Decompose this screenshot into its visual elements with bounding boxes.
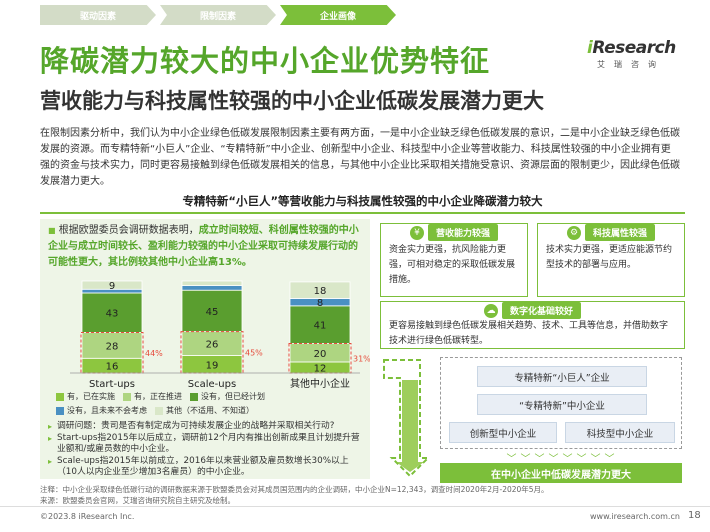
logo-i: i xyxy=(587,38,593,58)
top-nav: 驱动因素 限制因素 企业画像 xyxy=(40,5,400,25)
bar-value-label: 9 xyxy=(109,281,115,292)
legend-label: 没有，但已经计划 xyxy=(201,392,265,401)
section-title: 专精特新“小巨人”等营收能力与科技属性较强的中小企业降碳潜力较大 xyxy=(182,194,543,208)
bar-value-label: 12 xyxy=(314,363,327,374)
annotation-label: 45% xyxy=(245,348,263,357)
legend-label: 没有，且未来不会考虑 xyxy=(67,406,147,415)
page-subtitle: 营收能力与科技属性较强的中小企业低碳发展潜力更大 xyxy=(40,89,544,113)
tab-enterprise-profile[interactable]: 企业画像 xyxy=(280,5,396,25)
card-revenue-label: 营收能力较强 xyxy=(427,224,498,241)
legend-swatch xyxy=(56,406,64,415)
legend-item: 其他（不适用、不知道） xyxy=(155,405,254,416)
chart-notes: 调研问题：贵司是否有制定成为可持续发展企业的战略并采取相关行动? Start-u… xyxy=(48,421,366,479)
bar-value-label: 26 xyxy=(206,340,219,351)
lead-text: ■ 根据欧盟委员会调研数据表明，成立时间较短、科创属性较强的中小企业与成立时间较… xyxy=(48,223,366,271)
note-item: Start-ups指2015年以后成立，调研前12个月内有推出创新成果且计划提升… xyxy=(48,433,366,456)
left-panel: ■ 根据欧盟委员会调研数据表明，成立时间较短、科创属性较强的中小企业与成立时间较… xyxy=(40,219,370,479)
tag-tech: 科技型中小企业 xyxy=(565,422,675,443)
bar-value-label: 19 xyxy=(206,360,219,371)
card-revenue: ¥ 营收能力较强 资金实力更强，抗风险能力更强，可相对稳定的采取低碳发展措施。 xyxy=(380,223,528,297)
highlight-bracket xyxy=(80,332,144,374)
logo-text: Research xyxy=(592,38,676,58)
legend-label: 有，已在实施 xyxy=(67,392,115,401)
bar-value-label: 41 xyxy=(314,321,327,332)
tag-innovative: 创新型中小企业 xyxy=(449,422,557,443)
annotation-label: 31% xyxy=(353,354,370,363)
bar-value-label: 18 xyxy=(314,286,327,297)
lead-normal: 根据欧盟委员会调研数据表明， xyxy=(58,225,199,236)
page-number: 18 xyxy=(688,510,701,521)
legend-swatch xyxy=(56,392,64,401)
section-divider xyxy=(40,212,685,214)
footnote: 注释：中小企业采取绿色低碳行动的调研数据来源于欧盟委员会对其成员国范围内的企业调… xyxy=(40,485,549,505)
bar-segment xyxy=(181,280,243,286)
card-digital-label: 数字化基础较好 xyxy=(501,302,581,319)
stacked-bar-chart: 16 28 43 9 44% Start-ups 19 26 45 45% Scale-ups 12 2… xyxy=(70,280,370,390)
bar-value-label: 20 xyxy=(314,349,327,360)
tab-drivers[interactable]: 驱动因素 xyxy=(40,5,156,25)
bar-segment xyxy=(181,285,243,291)
yen-icon: ¥ xyxy=(409,225,424,240)
page-title: 降碳潜力较大的中小企业优势特征 xyxy=(40,44,491,78)
card-digital-text: 更容易接触到绿色低碳发展相关趋势、技术、工具等信息，并借助数字技术进行绿色低碳转… xyxy=(389,321,669,346)
cloud-icon: ☁ xyxy=(483,303,498,318)
bar-value-label: 43 xyxy=(106,309,119,320)
legend-swatch xyxy=(190,392,198,401)
legend-label: 其他（不适用、不知道） xyxy=(166,406,254,415)
annotation-label: 44% xyxy=(145,349,163,358)
down-chevrons-icon: ﹀﹀﹀﹀﹀﹀﹀﹀ xyxy=(506,454,619,465)
bar-value-label: 8 xyxy=(317,298,323,309)
bar-segment xyxy=(289,305,351,344)
category-label: 其他中小企业 xyxy=(290,377,350,390)
note-item: Scale-ups指2015年以前成立，2016年以来营业额及雇员数增长30%以… xyxy=(48,456,366,479)
iresearch-logo: iResearch 艾瑞咨询 xyxy=(587,38,683,70)
legend-label: 有，正在推进 xyxy=(134,392,182,401)
logo-subtitle: 艾瑞咨询 xyxy=(597,60,665,69)
bar-value-label: 16 xyxy=(106,362,119,373)
card-digital: ☁ 数字化基础较好 更容易接触到绿色低碳发展相关趋势、技术、工具等信息，并借助数字… xyxy=(380,301,685,349)
copyright: ©2023.8 iResearch Inc. xyxy=(40,512,135,521)
category-label: Start-ups xyxy=(89,379,135,390)
right-panel: ¥ 营收能力较强 资金实力更强，抗风险能力更强，可相对稳定的采取低碳发展措施。 ⚙… xyxy=(380,219,685,483)
website-url[interactable]: www.iresearch.com.cn xyxy=(590,512,680,521)
intro-paragraph: 在限制因素分析中，我们认为中小企业绿色低碳发展限制因素主要有两方面，一是中小企业… xyxy=(40,128,680,187)
gear-icon: ⚙ xyxy=(566,225,581,240)
footer-divider xyxy=(0,506,710,507)
bullet-square-icon: ■ xyxy=(48,226,56,235)
card-tech-text: 技术实力更强，更适应能源节约型技术的部署与应用。 xyxy=(546,245,673,270)
legend-swatch xyxy=(123,392,131,401)
enterprise-types-box: 专精特新“小巨人”企业 “专精特新”中小企业 创新型中小企业 科技型中小企业 xyxy=(440,357,682,449)
legend-item: 有，正在推进 xyxy=(123,391,182,402)
chart-legend: 有，已在实施 有，正在推进 没有，但已经计划没有，且未来不会考虑 其他（不适用、不知道… xyxy=(56,391,366,416)
lead-highlight: 成立时间较短、科创属性较强的中小企业与成立时间较长、盈利能力较强的中小企业采取可… xyxy=(48,225,359,268)
card-revenue-text: 资金实力更强，抗风险能力更强，可相对稳定的采取低碳发展措施。 xyxy=(389,245,516,285)
legend-item: 没有，但已经计划 xyxy=(190,391,265,402)
bar-value-label: 28 xyxy=(106,341,119,352)
bar-segment xyxy=(81,280,143,290)
tag-little-giant: 专精特新“小巨人”企业 xyxy=(477,366,647,387)
highlight-bracket xyxy=(180,331,244,374)
tag-specialized: “专精特新”中小企业 xyxy=(477,394,647,415)
bar-segment xyxy=(81,332,143,359)
category-label: Scale-ups xyxy=(188,379,236,390)
legend-item: 没有，且未来不会考虑 xyxy=(56,405,147,416)
conclusion-bar: 在中小企业中低碳发展潜力更大 xyxy=(440,463,682,483)
bar-value-label: 45 xyxy=(206,307,219,318)
side-arrow-graphic xyxy=(383,359,431,478)
tab-constraints[interactable]: 限制因素 xyxy=(160,5,276,25)
card-tech-label: 科技属性较强 xyxy=(584,224,655,241)
legend-item: 有，已在实施 xyxy=(56,391,115,402)
bar-segment xyxy=(289,281,351,299)
bar-segment xyxy=(181,289,243,333)
note-item: 调研问题：贵司是否有制定成为可持续发展企业的战略并采取相关行动? xyxy=(48,421,366,433)
legend-swatch xyxy=(155,406,163,415)
card-tech: ⚙ 科技属性较强 技术实力更强，更适应能源节约型技术的部署与应用。 xyxy=(537,223,685,297)
